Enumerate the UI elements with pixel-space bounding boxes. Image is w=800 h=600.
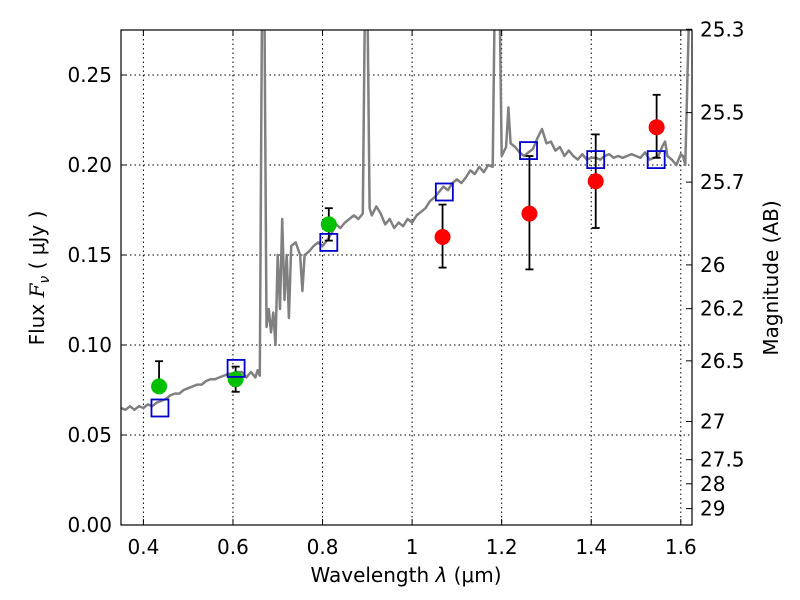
model-square xyxy=(150,398,170,418)
y-tick-label: 0.05 xyxy=(67,423,112,447)
y2-tick-label: 26.5 xyxy=(700,349,745,373)
model-square xyxy=(319,232,339,252)
x-tick-label: 0.6 xyxy=(217,535,249,559)
y-tick-label: 0.10 xyxy=(67,333,112,357)
model-square xyxy=(226,358,246,378)
data-point-green xyxy=(320,207,337,242)
y-tick-label: 0.15 xyxy=(67,243,112,267)
y2-tick-label: 25.7 xyxy=(700,170,745,194)
marker-dot xyxy=(521,205,538,222)
y-tick-label: 0.25 xyxy=(67,63,112,87)
marker-dot xyxy=(320,216,337,233)
x-tick-label: 1 xyxy=(406,535,419,559)
y-tick-label: 0.20 xyxy=(67,153,112,177)
y2-axis-title: Magnitude (AB) xyxy=(759,200,783,355)
x-tick-label: 0.8 xyxy=(307,535,339,559)
marker-dot xyxy=(648,119,665,136)
y2-tick-label: 29 xyxy=(700,497,725,521)
tick-marks xyxy=(121,28,692,526)
y2-tick-label: 25.5 xyxy=(700,101,745,125)
y-tick-label: 0.00 xyxy=(67,513,112,537)
data-point-red xyxy=(587,133,604,229)
marker-dot xyxy=(587,173,604,190)
x-tick-label: 0.4 xyxy=(127,535,159,559)
y2-tick-label: 25.3 xyxy=(700,17,745,41)
marker-dot xyxy=(151,378,168,395)
y2-tick-label: 26 xyxy=(700,253,725,277)
data-point-red xyxy=(521,155,538,271)
data-point-red xyxy=(648,93,665,159)
data-point-red xyxy=(434,203,451,269)
model-square xyxy=(646,150,666,170)
x-tick-label: 1.6 xyxy=(665,535,697,559)
y-axis-title: Flux Fν ( μJy ) xyxy=(25,211,53,346)
y2-tick-label: 27 xyxy=(700,410,725,434)
model-square xyxy=(586,150,606,170)
model-square xyxy=(519,141,538,161)
marker-dot xyxy=(434,229,451,245)
model-square xyxy=(434,182,454,202)
y-tick-labels: 0.00 0.05 0.10 0.15 0.20 0.25 xyxy=(67,63,112,537)
x-tick-label: 1.4 xyxy=(575,535,607,559)
data-layer xyxy=(121,30,690,418)
plot-area xyxy=(121,30,692,525)
x-tick-labels: 0.4 0.6 0.8 1 1.2 1.4 1.6 xyxy=(127,535,696,559)
data-point-green xyxy=(227,365,244,393)
data-point-green xyxy=(151,360,168,395)
x-tick-label: 1.2 xyxy=(486,535,518,559)
marker-dot xyxy=(227,371,244,388)
y2-tick-label: 27.5 xyxy=(700,448,745,472)
x-axis-title: Wavelength λ (μm) xyxy=(310,563,501,587)
y2-tick-label: 28 xyxy=(700,472,725,496)
plot-frame xyxy=(120,29,693,526)
spectrum-line xyxy=(121,30,690,412)
y2-tick-label: 26.2 xyxy=(700,297,745,321)
